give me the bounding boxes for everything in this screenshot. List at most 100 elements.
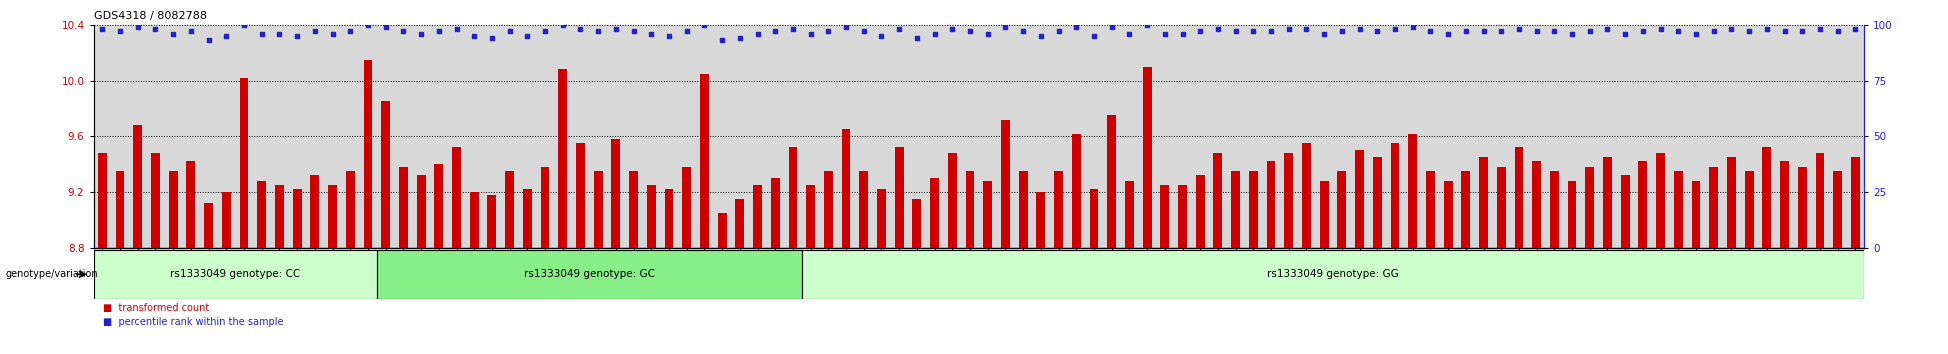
Point [867,33,898,39]
Bar [115,171,125,248]
Point [1202,27,1233,32]
Bar [187,161,195,248]
Bar [1338,171,1346,248]
Bar [682,167,692,248]
Bar [542,167,549,248]
Bar [469,192,479,248]
Bar [984,181,992,248]
Point [318,31,349,36]
Bar [1496,167,1506,248]
Point [1255,29,1286,34]
Bar [1728,157,1736,248]
Bar [824,171,834,248]
Point [760,29,791,34]
Bar [664,189,674,248]
Bar [1071,133,1081,248]
Point [1556,31,1588,36]
Point [1379,27,1410,32]
Bar [806,185,814,248]
Point [1079,33,1110,39]
Bar [1231,171,1241,248]
Point [1786,29,1817,34]
Point [1309,31,1340,36]
Bar [1089,189,1099,248]
Bar [699,74,709,248]
Bar [1036,192,1046,248]
Bar [1851,157,1860,248]
Point [1097,24,1128,30]
Bar [736,199,744,248]
Point [1592,27,1623,32]
Bar [577,143,584,248]
Bar [966,171,974,248]
Bar [364,59,372,248]
Point [1486,29,1517,34]
Bar [1443,181,1453,248]
Point [1504,27,1535,32]
Point [1681,31,1712,36]
Bar [1568,181,1576,248]
Bar [1833,171,1843,248]
Bar [452,148,462,248]
Point [370,24,401,30]
Bar [1319,181,1329,248]
Point [902,35,933,41]
Point [1184,29,1216,34]
Bar [505,171,514,248]
Bar [1143,67,1151,248]
Point [1167,31,1198,36]
Point [1432,31,1463,36]
Point [795,31,826,36]
Point [1699,29,1730,34]
Bar [487,195,497,248]
Point [210,33,242,39]
Point [653,33,684,39]
Point [300,29,331,34]
Bar [1621,175,1630,248]
Text: rs1333049 genotype: GC: rs1333049 genotype: GC [524,269,655,279]
Bar [1001,120,1009,248]
Bar [1603,157,1611,248]
Bar [1214,153,1221,248]
Point [1274,27,1305,32]
Point [600,27,631,32]
Bar [949,153,956,248]
Point [1397,24,1428,30]
Bar [292,189,302,248]
Bar [382,102,390,248]
Bar [1249,171,1258,248]
Point [1609,31,1640,36]
Point [263,31,294,36]
Bar [169,171,177,248]
Bar [1708,167,1718,248]
Bar [152,153,160,248]
Bar [1816,153,1825,248]
Bar [754,185,762,248]
Bar [310,175,319,248]
Bar [1691,181,1701,248]
Point [105,29,136,34]
Bar [1551,171,1558,248]
Point [530,29,561,34]
Bar [1019,171,1027,248]
Point [458,33,489,39]
Point [423,29,454,34]
Bar [1161,185,1169,248]
Text: ■  percentile rank within the sample: ■ percentile rank within the sample [103,317,284,327]
Bar [1054,171,1064,248]
Bar [771,178,779,248]
Bar [1179,185,1186,248]
Point [1804,27,1835,32]
Point [707,38,738,43]
Bar [1780,161,1788,248]
Bar [1124,181,1134,248]
Bar [912,199,921,248]
Point [123,24,154,30]
Bar [240,78,249,248]
Bar [1408,133,1416,248]
Text: genotype/variation: genotype/variation [6,269,99,279]
Bar [1798,167,1806,248]
Bar [1266,161,1276,248]
Point [972,31,1003,36]
Bar [1638,161,1648,248]
